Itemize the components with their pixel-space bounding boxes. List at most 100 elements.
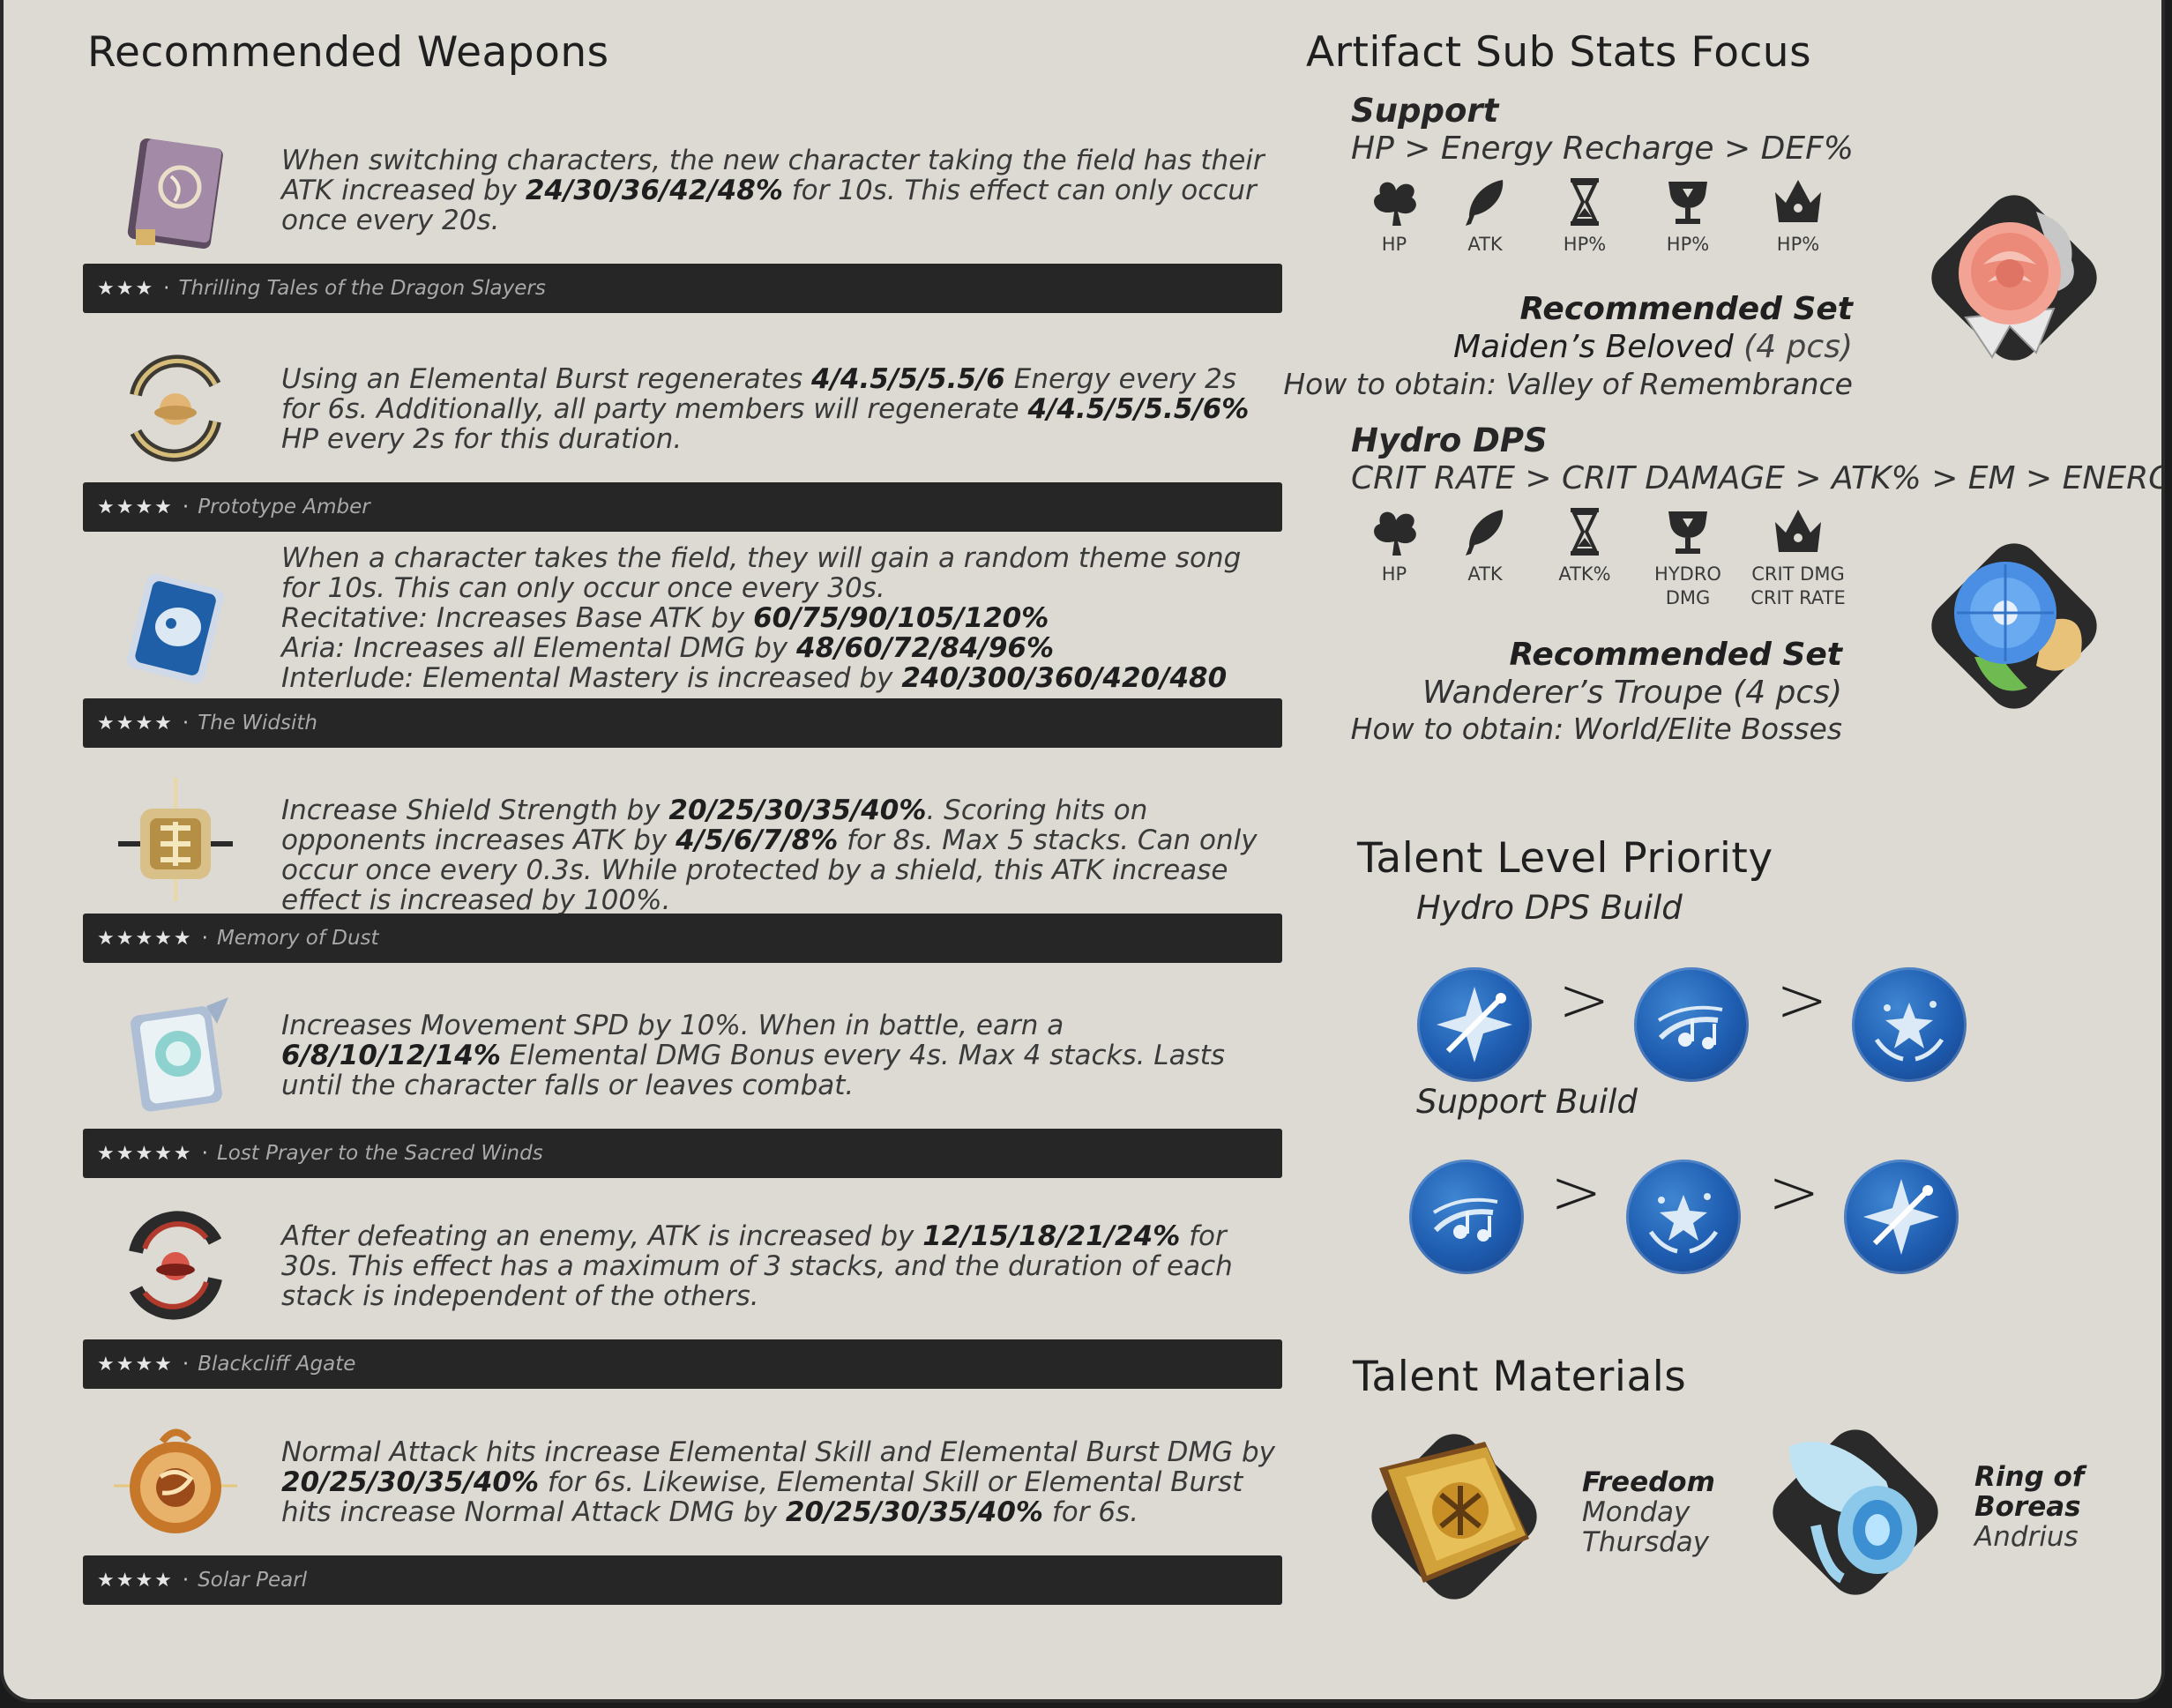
widsith-icon xyxy=(109,558,242,690)
stat-label: HP xyxy=(1381,563,1407,585)
hydro-set-title: Wanderer’s Troupe xyxy=(1422,675,1723,711)
plume-icon xyxy=(1437,506,1534,557)
talent-title: Talent Level Priority xyxy=(1357,834,1773,883)
weapon-name-bar: ★★★★★ · Lost Prayer to the Sacred Winds xyxy=(83,1129,1282,1178)
burst-star-icon xyxy=(1417,967,1532,1082)
support-obtain: How to obtain: Valley of Remembrance xyxy=(1283,367,1853,401)
weapon-description: Using an Elemental Burst regenerates 4/4… xyxy=(281,363,1250,455)
boreas-text: Ring of Boreas Andrius xyxy=(1974,1462,2084,1552)
freedom-text: Freedom Monday Thursday xyxy=(1582,1467,1715,1557)
weapon-card: Increase Shield Strength by 20/25/30/35/… xyxy=(83,769,1282,963)
weapons-title: Recommended Weapons xyxy=(87,28,609,77)
stat-flower-slot: HP xyxy=(1346,506,1443,586)
hourglass-icon xyxy=(1536,506,1633,557)
memory-of-dust-icon xyxy=(109,773,242,906)
weapon-name: Thrilling Tales of the Dragon Slayers xyxy=(178,277,546,300)
support-set-name: Maiden’s Beloved (4 pcs) xyxy=(1453,329,1853,365)
weapon-rarity-stars: ★★★★ xyxy=(97,712,174,735)
weapon-card: When a character takes the field, they w… xyxy=(83,543,1282,748)
weapon-name: The Widsith xyxy=(198,712,317,735)
weapon-description: When switching characters, the new chara… xyxy=(281,145,1265,236)
stat-flower-slot: HP xyxy=(1346,176,1443,257)
stat-label: CRIT DMG CRIT RATE xyxy=(1750,563,1846,608)
separator-dot: · xyxy=(182,712,190,735)
stat-hourglass-slot: HP% xyxy=(1536,176,1633,257)
solar-pearl-icon xyxy=(109,1415,242,1548)
weapon-rarity-stars: ★★★★ xyxy=(97,496,174,518)
weapon-name: Memory of Dust xyxy=(216,927,379,950)
separator-dot: · xyxy=(182,1353,190,1376)
material-name-freedom: Freedom xyxy=(1582,1466,1715,1498)
hourglass-icon xyxy=(1536,176,1633,227)
priority-separator: > xyxy=(1558,964,1610,1036)
weapon-name: Blackcliff Agate xyxy=(198,1353,356,1376)
weapon-card: When switching characters, the new chara… xyxy=(83,119,1282,313)
weapon-description: Increases Movement SPD by 10%. When in b… xyxy=(281,1010,1226,1101)
stat-goblet-slot: HYDRO DMG xyxy=(1639,506,1736,610)
support-role: Support xyxy=(1351,92,1499,130)
weapon-card: After defeating an enemy, ATK is increas… xyxy=(83,1195,1282,1389)
separator-dot: · xyxy=(182,1569,190,1592)
separator-dot: · xyxy=(182,496,190,518)
material-name-boreas: Boreas xyxy=(1974,1491,2081,1523)
stat-label: ATK% xyxy=(1558,563,1611,585)
stat-label: HP% xyxy=(1666,234,1710,255)
material-source-andrius: Andrius xyxy=(1974,1521,2079,1553)
goblet-icon xyxy=(1639,506,1736,557)
plume-icon xyxy=(1437,176,1534,227)
stat-label: ATK xyxy=(1467,563,1503,585)
hydro-priority: CRIT RATE > CRIT DAMAGE > ATK% > EM > EN… xyxy=(1351,460,2165,496)
priority-separator: > xyxy=(1776,964,1828,1036)
weapon-name: Solar Pearl xyxy=(198,1569,308,1592)
support-set-title: Maiden’s Beloved xyxy=(1452,329,1734,365)
freedom-book-icon xyxy=(1353,1415,1556,1618)
flower-icon xyxy=(1346,176,1443,227)
weapon-card: Using an Elemental Burst regenerates 4/4… xyxy=(83,338,1282,532)
separator-dot: · xyxy=(163,277,170,300)
normal-attack-notes-icon xyxy=(1409,1160,1524,1274)
flower-icon xyxy=(1346,506,1443,557)
amber-catalyst-icon xyxy=(109,342,242,474)
artifact-title: Artifact Sub Stats Focus xyxy=(1306,28,1812,77)
weapon-description: When a character takes the field, they w… xyxy=(281,542,1242,694)
hydro-role: Hydro DPS xyxy=(1351,421,1548,459)
material-name-ring: Ring of xyxy=(1974,1461,2085,1493)
separator-dot: · xyxy=(201,927,208,950)
burst-star-icon xyxy=(1844,1160,1959,1274)
weapon-name-bar: ★★★★ · The Widsith xyxy=(83,698,1282,748)
stat-label: HP% xyxy=(1563,234,1607,255)
weapon-name: Lost Prayer to the Sacred Winds xyxy=(216,1142,543,1165)
hydro-set-pcs: (4 pcs) xyxy=(1733,675,1842,711)
material-day-thursday: Thursday xyxy=(1582,1526,1710,1558)
stat-plume-slot: ATK xyxy=(1437,176,1534,257)
stat-circlet-slot: HP% xyxy=(1750,176,1847,257)
hydro-obtain: How to obtain: World/Elite Bosses xyxy=(1350,712,1842,746)
weapon-description: After defeating an enemy, ATK is increas… xyxy=(281,1220,1233,1312)
priority-separator: > xyxy=(1550,1156,1602,1228)
weapon-name-bar: ★★★ · Thrilling Tales of the Dragon Slayer… xyxy=(83,264,1282,313)
stat-label: ATK xyxy=(1467,234,1503,255)
skill-splash-icon xyxy=(1626,1160,1741,1274)
material-day-monday: Monday xyxy=(1582,1496,1691,1528)
circlet-icon xyxy=(1750,506,1847,557)
talent-build-support: Support Build xyxy=(1416,1083,1638,1121)
weapon-name-bar: ★★★★ · Solar Pearl xyxy=(83,1555,1282,1605)
weapon-rarity-stars: ★★★★★ xyxy=(97,1143,193,1165)
support-priority: HP > Energy Recharge > DEF% xyxy=(1351,131,1855,167)
talent-build-hydro: Hydro DPS Build xyxy=(1416,889,1683,927)
weapon-card: Normal Attack hits increase Elemental Sk… xyxy=(83,1411,1282,1605)
morning-glory-icon xyxy=(1913,525,2116,727)
weapon-rarity-stars: ★★★ xyxy=(97,278,155,300)
weapon-name-bar: ★★★★ · Prototype Amber xyxy=(83,482,1282,532)
rose-icon xyxy=(1913,176,2116,379)
materials-title: Talent Materials xyxy=(1353,1353,1687,1401)
support-set-pcs: (4 pcs) xyxy=(1743,329,1853,365)
stat-circlet-slot: CRIT DMG CRIT RATE xyxy=(1750,506,1847,610)
normal-attack-notes-icon xyxy=(1634,967,1749,1082)
weapon-name-bar: ★★★★★ · Memory of Dust xyxy=(83,914,1282,963)
weapon-rarity-stars: ★★★★ xyxy=(97,1354,174,1376)
lost-prayer-icon xyxy=(109,988,242,1121)
stat-goblet-slot: HP% xyxy=(1639,176,1736,257)
support-set-heading: Recommended Set xyxy=(1519,291,1853,327)
